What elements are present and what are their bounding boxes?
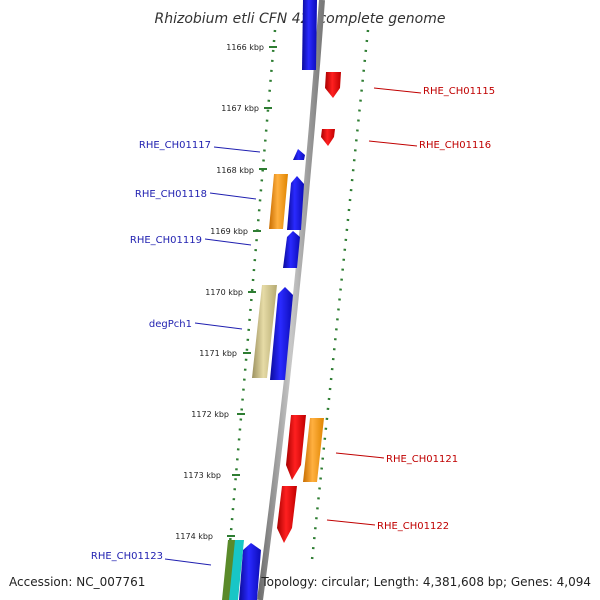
gene-label-rhe-ch01117[interactable]: RHE_CH01117	[139, 140, 211, 151]
gene-arrow-blue[interactable]	[283, 231, 300, 268]
genome-backbone	[257, 0, 325, 600]
gene-arrow-blue[interactable]	[293, 149, 305, 160]
leader-line	[204, 238, 252, 246]
leader-line	[335, 452, 385, 459]
tick-label: 1172 kbp	[191, 410, 229, 419]
gene-label-rhe-ch01123[interactable]: RHE_CH01123	[91, 551, 163, 562]
gene-arrow-red[interactable]	[277, 486, 297, 543]
gene-arrow-red[interactable]	[286, 415, 306, 480]
right-dotted-track	[310, 29, 370, 561]
leader-line	[194, 322, 243, 330]
leader-line	[209, 192, 257, 200]
tick-marks	[227, 46, 277, 537]
gene-label-rhe-ch01121[interactable]: RHE_CH01121	[386, 454, 458, 465]
gene-label-rhe-ch01118[interactable]: RHE_CH01118	[135, 189, 207, 200]
tick-label: 1169 kbp	[210, 227, 248, 236]
leader-line	[373, 87, 422, 94]
gene-arrow-red[interactable]	[325, 72, 341, 98]
tick-label: 1168 kbp	[216, 166, 254, 175]
gene-block-orange[interactable]	[269, 174, 288, 229]
gene-block-cyan[interactable]	[229, 540, 244, 600]
gene-arrow-blue-large[interactable]	[270, 287, 293, 380]
gene-block-green[interactable]	[222, 540, 236, 600]
gene-arrow-red[interactable]	[321, 129, 335, 146]
gene-arrow-blue[interactable]	[287, 176, 304, 230]
map-title: Rhizobium etli CFN 42, complete genome	[155, 11, 446, 27]
gene-arrows	[222, 0, 341, 600]
gene-label-rhe-ch01116[interactable]: RHE_CH01116	[419, 140, 491, 151]
leader-line	[213, 146, 261, 153]
genome-summary-text: Topology: circular; Length: 4,381,608 bp…	[260, 575, 591, 589]
gene-arrow-blue[interactable]	[302, 0, 317, 70]
tick-label: 1171 kbp	[199, 349, 237, 358]
gene-label-degpch1[interactable]: degPch1	[149, 319, 192, 330]
leader-line	[164, 558, 212, 566]
accession-text: Accession: NC_007761	[9, 575, 145, 589]
gene-block-khaki[interactable]	[252, 285, 277, 378]
gene-label-rhe-ch01119[interactable]: RHE_CH01119	[130, 235, 202, 246]
tick-label: 1173 kbp	[183, 471, 221, 480]
gene-label-rhe-ch01122[interactable]: RHE_CH01122	[377, 521, 449, 532]
gene-arrow-blue-bottom[interactable]	[239, 543, 261, 600]
gene-block-orange[interactable]	[303, 418, 324, 482]
tick-label: 1166 kbp	[226, 43, 264, 52]
gene-label-rhe-ch01115[interactable]: RHE_CH01115	[423, 86, 495, 97]
leader-line	[368, 140, 418, 147]
tick-label: 1167 kbp	[221, 104, 259, 113]
leader-line	[326, 519, 376, 526]
tick-label: 1170 kbp	[205, 288, 243, 297]
tick-label: 1174 kbp	[175, 532, 213, 541]
